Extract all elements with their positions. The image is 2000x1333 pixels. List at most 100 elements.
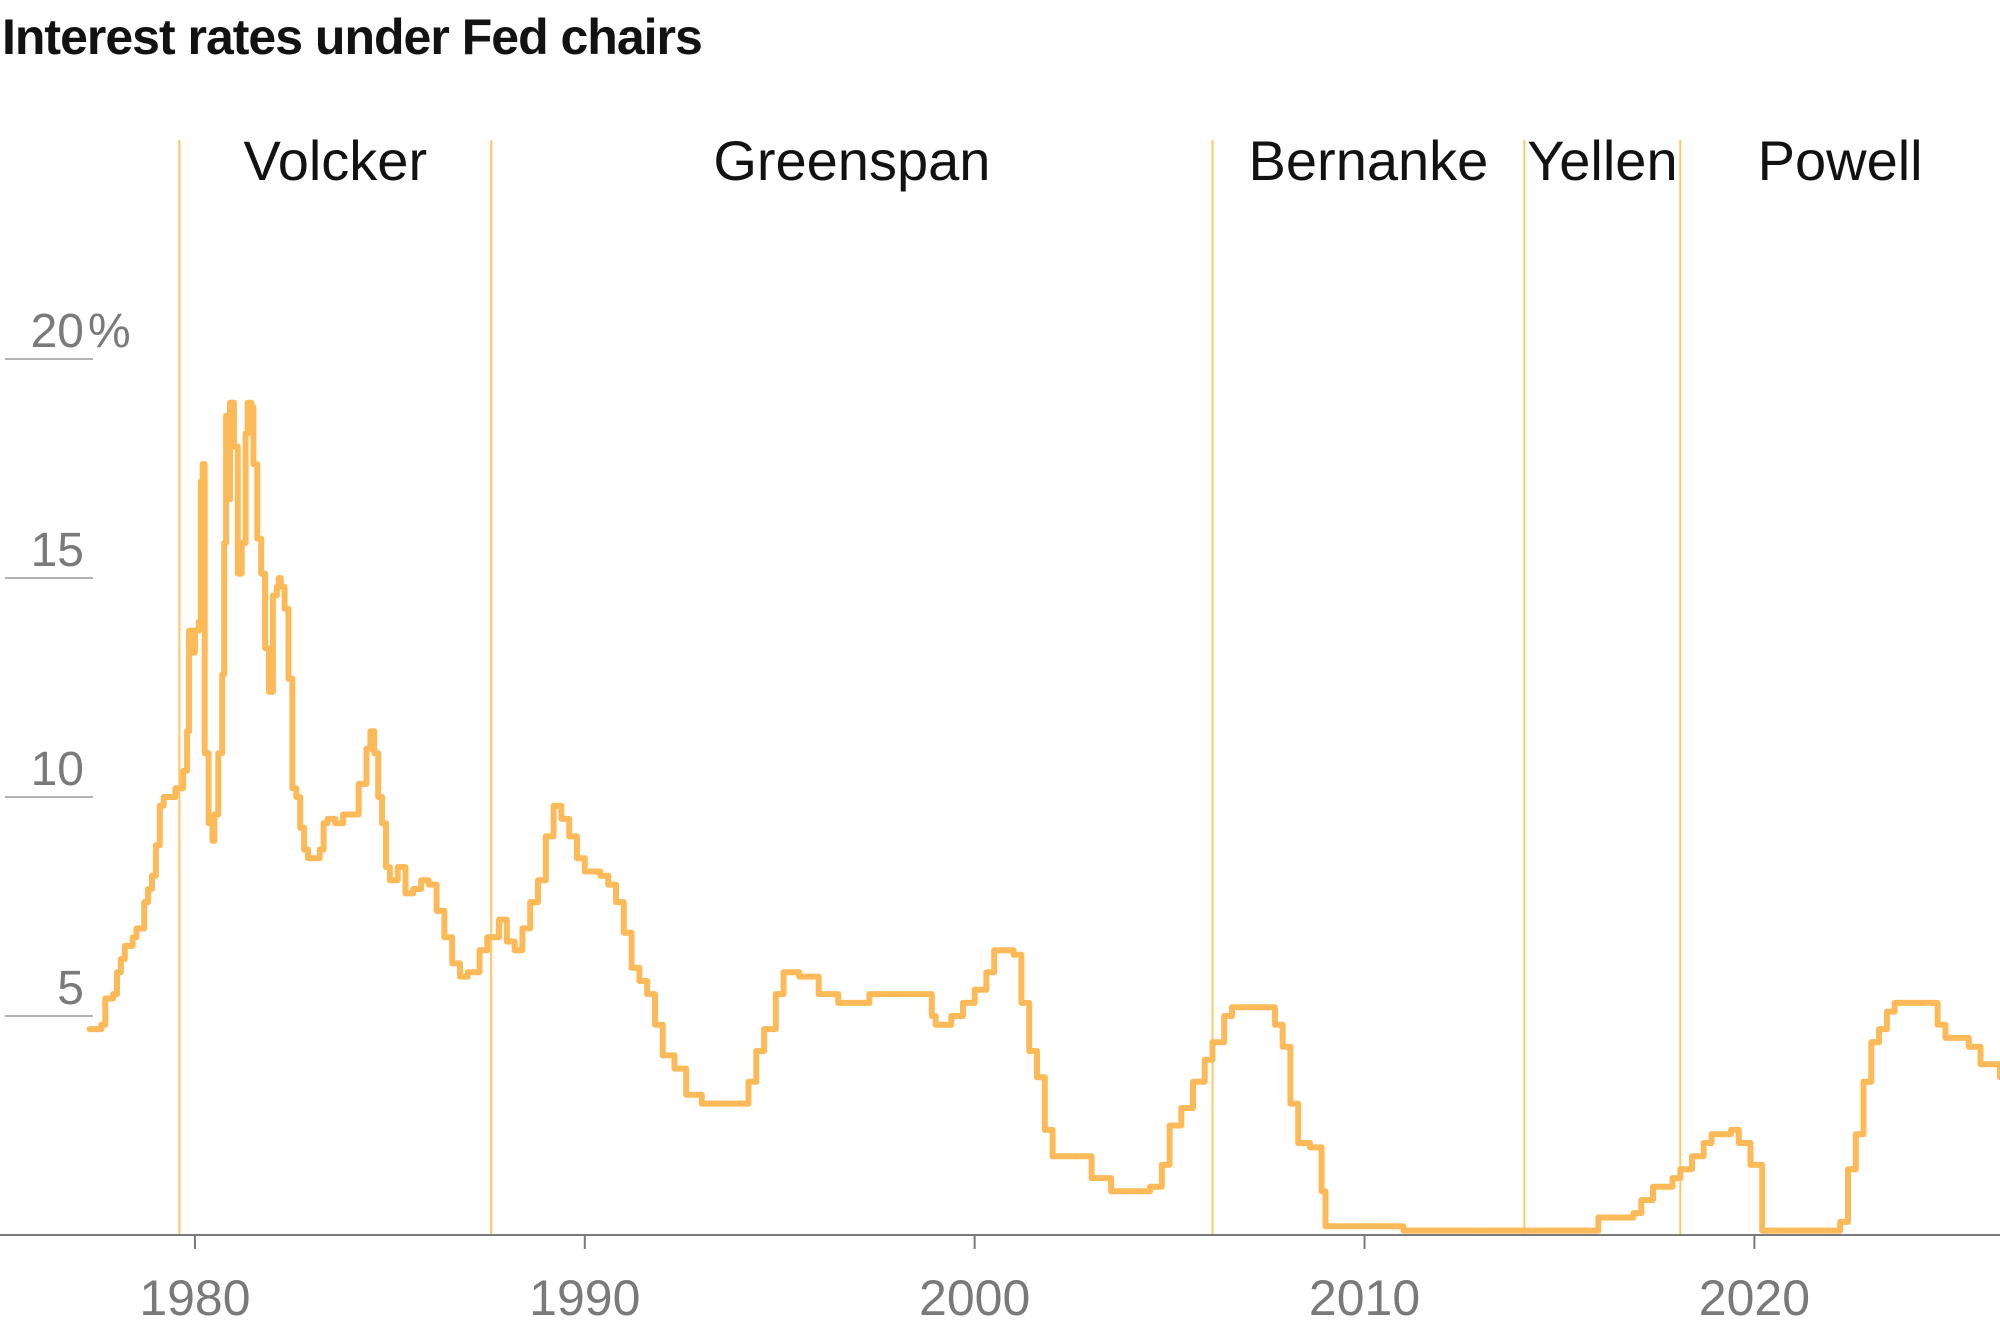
data-point-42 [258,571,264,577]
data-point-159 [1595,1215,1601,1221]
data-point-45 [270,593,276,599]
chair-label-powell: Powell [1758,129,1923,192]
data-point-154 [1319,1188,1325,1194]
data-point-184 [1942,1035,1948,1041]
data-point-80 [465,969,471,975]
data-point-6 [122,943,128,949]
data-point-40 [250,461,256,467]
data-point-3 [110,991,116,997]
data-point-29 [219,671,225,677]
data-point-12 [153,842,159,848]
data-point-74 [418,877,424,883]
data-point-145 [1221,1013,1227,1019]
data-point-120 [894,991,900,997]
data-point-70 [387,877,393,883]
data-point-101 [636,978,642,984]
data-point-24 [202,750,208,756]
data-point-34 [231,444,237,450]
data-point-47 [276,575,282,581]
data-point-186 [1978,1061,1984,1067]
data-point-167 [1709,1131,1715,1137]
data-point-157 [1479,1228,1485,1234]
data-point-164 [1677,1166,1683,1172]
data-point-163 [1670,1175,1676,1181]
data-point-123 [933,1022,939,1028]
data-point-73 [410,886,416,892]
data-point-93 [566,833,572,839]
data-point-69 [383,864,389,870]
data-point-53 [297,825,303,831]
data-point-66 [371,750,377,756]
y-tick-label-15: 15 [31,524,84,577]
data-point-64 [364,746,370,752]
chart-title: Interest rates under Fed chairs [2,9,703,65]
data-point-175 [1845,1166,1851,1172]
data-point-44 [266,689,272,695]
data-point-131 [1026,1048,1032,1054]
data-point-115 [796,974,802,980]
data-point-181 [1892,1000,1898,1006]
data-point-54 [301,847,307,853]
data-point-160 [1631,1210,1637,1216]
data-point-89 [535,877,541,883]
data-point-37 [243,431,249,437]
data-point-51 [289,785,295,791]
data-point-144 [1210,1039,1216,1045]
chair-label-yellen: Yellen [1527,129,1678,192]
data-point-171 [1759,1228,1765,1234]
data-point-48 [278,584,284,590]
x-tick-label-2000: 2000 [919,1270,1030,1326]
data-point-39 [249,404,255,410]
data-point-10 [145,886,151,892]
data-point-140 [1167,1123,1173,1129]
data-point-50 [286,676,292,682]
data-point-108 [718,1101,724,1107]
data-point-75 [426,882,432,888]
data-point-168 [1728,1127,1734,1133]
data-point-125 [960,1000,966,1006]
data-point-165 [1689,1153,1695,1159]
data-point-102 [644,991,650,997]
chair-label-volcker: Volcker [243,129,427,192]
data-point-119 [866,991,872,997]
data-point-138 [1147,1184,1153,1190]
data-point-82 [484,934,490,940]
data-point-150 [1280,1044,1286,1050]
data-point-153 [1307,1144,1313,1150]
data-point-141 [1178,1105,1184,1111]
data-point-105 [672,1066,678,1072]
data-point-130 [1018,1000,1024,1006]
data-point-79 [457,974,463,980]
data-point-68 [379,820,385,826]
data-point-49 [282,606,288,612]
data-point-52 [293,794,299,800]
data-point-126 [972,987,978,993]
data-point-124 [948,1013,954,1019]
chair-label-bernanke: Bernanke [1249,129,1489,192]
data-point-84 [496,917,502,923]
data-point-132 [1034,1074,1040,1080]
data-point-109 [738,1101,744,1107]
data-point-99 [621,930,627,936]
data-point-81 [477,947,483,953]
data-point-62 [348,812,354,818]
data-point-1 [98,1022,104,1028]
data-point-17 [184,728,190,734]
x-tick-label-1980: 1980 [139,1270,250,1326]
chair-labels: Volcker Greenspan Bernanke Yellen Powell [243,129,1922,192]
data-point-114 [781,969,787,975]
data-point-9 [141,899,147,905]
data-point-95 [582,869,588,875]
data-point-36 [239,540,245,546]
data-point-33 [227,400,233,406]
data-point-30 [221,540,227,546]
data-point-129 [1011,952,1017,958]
x-tick-label-1990: 1990 [529,1270,640,1326]
data-point-134 [1050,1153,1056,1159]
data-point-173 [1829,1228,1835,1234]
data-point-152 [1295,1140,1301,1146]
data-point-182 [1923,1000,1929,1006]
data-point-16 [180,768,186,774]
data-point-149 [1272,1022,1278,1028]
data-point-56 [309,855,315,861]
